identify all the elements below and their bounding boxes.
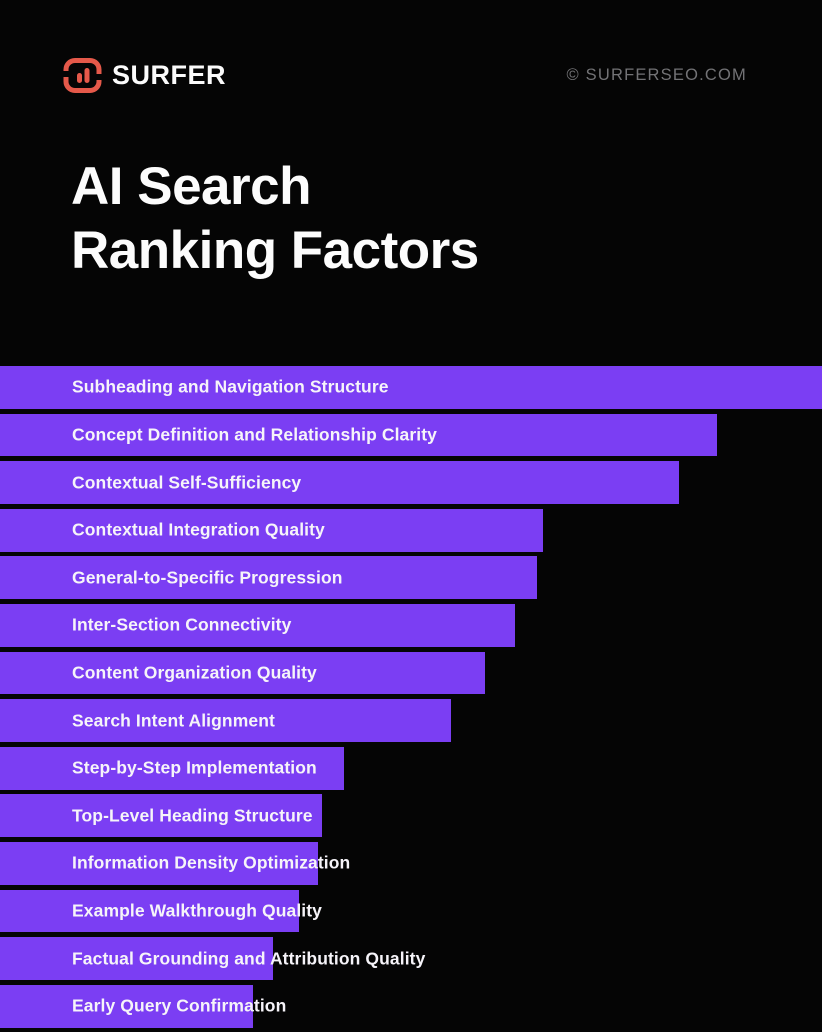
bar-row: Concept Definition and Relationship Clar… bbox=[0, 413, 822, 457]
bar-label: Example Walkthrough Quality bbox=[72, 900, 323, 921]
bar-row: Contextual Self-Sufficiency bbox=[0, 461, 822, 504]
page-title-line2: Ranking Factors bbox=[71, 221, 479, 280]
bar bbox=[0, 746, 344, 790]
bar-label: Inter-Section Connectivity bbox=[72, 614, 292, 635]
bar-label: Step-by-Step Implementation bbox=[72, 757, 317, 778]
bar bbox=[0, 603, 516, 647]
bar bbox=[0, 841, 319, 885]
bar-label: Subheading and Navigation Structure bbox=[72, 376, 389, 397]
bar-row: Example Walkthrough Quality bbox=[0, 889, 822, 933]
brand-name: SURFER bbox=[112, 60, 227, 90]
bar bbox=[0, 937, 273, 980]
bar-label: Content Organization Quality bbox=[72, 662, 317, 683]
bar-label: Early Query Confirmation bbox=[72, 995, 287, 1016]
bar-row: Top-Level Heading Structure bbox=[0, 794, 822, 838]
bar bbox=[0, 889, 300, 933]
bar-row: Step-by-Step Implementation bbox=[0, 746, 822, 790]
site-credit: © SURFERSEO.COM bbox=[566, 66, 747, 84]
bar-label: Concept Definition and Relationship Clar… bbox=[72, 424, 438, 445]
bar-label: Information Density Optimization bbox=[72, 852, 351, 873]
bar bbox=[0, 984, 254, 1028]
bar bbox=[0, 699, 452, 742]
bar bbox=[0, 366, 822, 409]
bar-label: Top-Level Heading Structure bbox=[72, 805, 313, 826]
brand: SURFER bbox=[63, 57, 226, 94]
bar-label: Factual Grounding and Attribution Qualit… bbox=[72, 948, 426, 969]
bar-label: General-to-Specific Progression bbox=[72, 567, 343, 588]
bar bbox=[0, 413, 717, 457]
bar bbox=[0, 794, 323, 838]
bar-row: Subheading and Navigation Structure bbox=[0, 366, 822, 409]
bar-row: General-to-Specific Progression bbox=[0, 556, 822, 600]
page-title-line1: AI Search bbox=[71, 157, 312, 216]
page-title: AI Search Ranking Factors bbox=[71, 155, 479, 283]
bar bbox=[0, 651, 485, 695]
bar bbox=[0, 556, 537, 600]
surfer-logo-icon bbox=[63, 58, 102, 93]
bar-row: Contextual Integration Quality bbox=[0, 508, 822, 552]
header: SURFER © SURFERSEO.COM bbox=[0, 0, 822, 120]
bar bbox=[0, 508, 544, 552]
bar-chart: Subheading and Navigation Structure Conc… bbox=[0, 366, 822, 1032]
bar-row: Content Organization Quality bbox=[0, 651, 822, 695]
bar-label: Contextual Integration Quality bbox=[72, 519, 325, 540]
bar-row: Early Query Confirmation bbox=[0, 984, 822, 1028]
bar-row: Factual Grounding and Attribution Qualit… bbox=[0, 937, 822, 980]
bar-label: Search Intent Alignment bbox=[72, 710, 275, 731]
bar-row: Information Density Optimization bbox=[0, 841, 822, 885]
bar-label: Contextual Self-Sufficiency bbox=[72, 472, 302, 493]
bar-row: Inter-Section Connectivity bbox=[0, 603, 822, 647]
bar bbox=[0, 461, 679, 504]
bar-row: Search Intent Alignment bbox=[0, 699, 822, 742]
